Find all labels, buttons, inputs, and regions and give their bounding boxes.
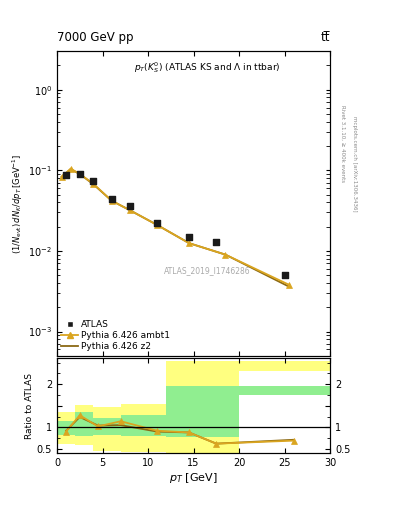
Text: $p_T(K^0_S)$ (ATLAS KS and $\Lambda$ in ttbar): $p_T(K^0_S)$ (ATLAS KS and $\Lambda$ in … bbox=[134, 60, 281, 75]
Text: ATLAS_2019_I1746286: ATLAS_2019_I1746286 bbox=[164, 266, 250, 275]
Y-axis label: Ratio to ATLAS: Ratio to ATLAS bbox=[25, 373, 34, 439]
Point bbox=[186, 232, 192, 241]
Y-axis label: $(1/N_\mathrm{evt})\,dN_K/dp_T\,[\mathrm{GeV}^{-1}]$: $(1/N_\mathrm{evt})\,dN_K/dp_T\,[\mathrm… bbox=[11, 153, 26, 254]
Text: tt̅: tt̅ bbox=[321, 31, 330, 44]
Text: 7000 GeV pp: 7000 GeV pp bbox=[57, 31, 134, 44]
Legend: ATLAS, Pythia 6.426 ambt1, Pythia 6.426 z2: ATLAS, Pythia 6.426 ambt1, Pythia 6.426 … bbox=[61, 320, 170, 351]
Point bbox=[213, 238, 219, 246]
Text: mcplots.cern.ch [arXiv:1306.3436]: mcplots.cern.ch [arXiv:1306.3436] bbox=[352, 116, 357, 211]
Point bbox=[127, 202, 133, 210]
Point bbox=[281, 271, 288, 280]
X-axis label: $p_T$ [GeV]: $p_T$ [GeV] bbox=[169, 471, 218, 485]
Point bbox=[77, 170, 83, 178]
Text: Rivet 3.1.10, ≥ 400k events: Rivet 3.1.10, ≥ 400k events bbox=[340, 105, 345, 182]
Point bbox=[108, 195, 115, 203]
Point bbox=[63, 170, 69, 179]
Point bbox=[154, 219, 160, 227]
Point bbox=[90, 177, 97, 185]
